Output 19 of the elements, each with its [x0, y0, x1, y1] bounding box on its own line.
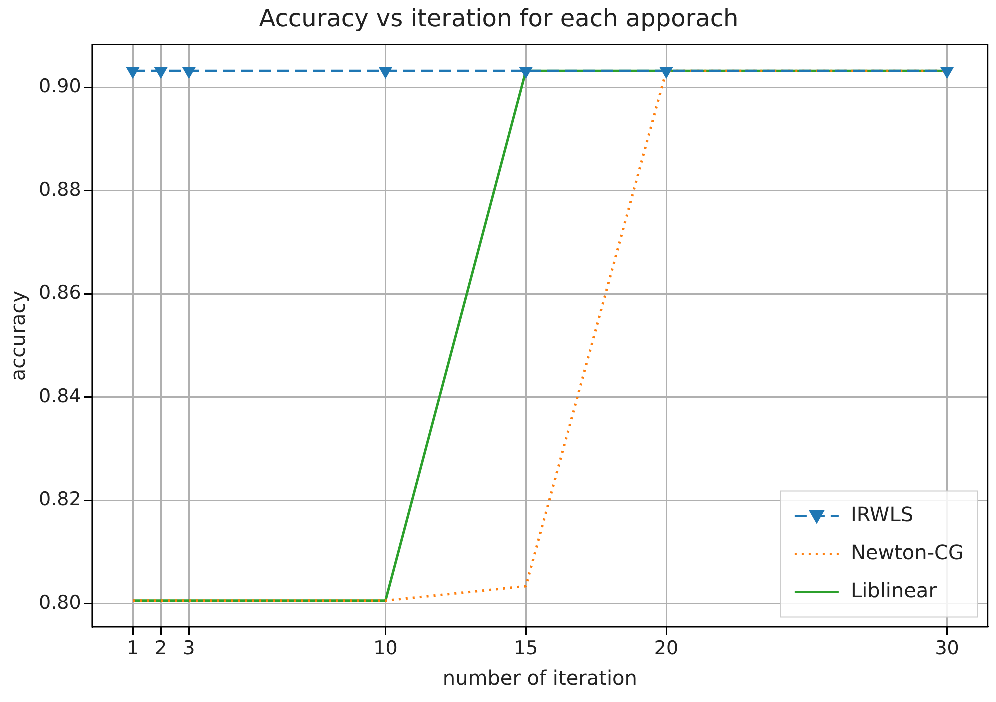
- y-tick-label: 0.84: [38, 385, 82, 408]
- x-tick-label: 15: [514, 638, 538, 660]
- x-tick-label: 10: [374, 638, 398, 660]
- legend-label: IRWLS: [850, 502, 914, 526]
- y-axis-title: accuracy: [6, 290, 30, 382]
- x-tick-label: 20: [654, 638, 679, 660]
- x-tick-label: 1: [126, 638, 140, 660]
- y-tick-label: 0.90: [38, 76, 82, 98]
- y-tick-label: 0.80: [38, 592, 82, 614]
- x-tick-label: 3: [183, 638, 196, 660]
- y-tick-label: 0.88: [38, 178, 82, 201]
- y-tick-label: 0.82: [38, 488, 82, 511]
- legend-label: Liblinear: [850, 578, 938, 602]
- chart-title: Accuracy vs iteration for each apporach: [259, 4, 739, 33]
- legend-label: Newton-CG: [850, 540, 964, 564]
- x-tick-label: 30: [935, 638, 960, 660]
- x-axis-title: number of iteration: [442, 666, 638, 690]
- x-tick-label: 2: [155, 638, 168, 660]
- y-tick-label: 0.86: [38, 282, 82, 304]
